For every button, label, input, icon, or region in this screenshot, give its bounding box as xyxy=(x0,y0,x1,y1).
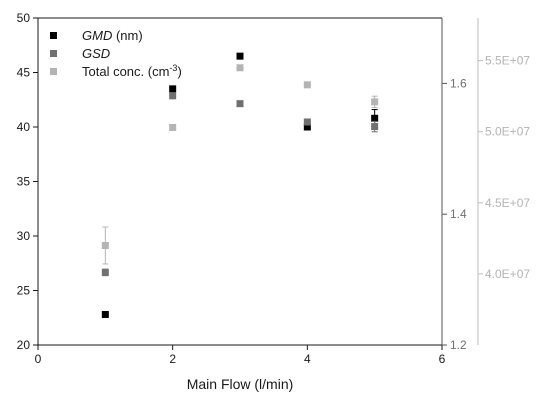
data-point-series-1 xyxy=(371,114,379,122)
y-left-tick-label: 35 xyxy=(17,175,31,189)
legend-label: GSD xyxy=(82,46,110,61)
data-point-series-2 xyxy=(101,268,109,276)
y-gsd-tick-label: 1.6 xyxy=(450,76,467,90)
x-tick-label: 4 xyxy=(304,352,311,366)
data-point-series-1 xyxy=(101,310,109,318)
data-point-series-3 xyxy=(169,123,177,131)
legend-label: GMD (nm) xyxy=(82,28,143,43)
data-point-series-2 xyxy=(303,118,311,126)
x-axis-title: Main Flow (l/min) xyxy=(187,376,294,392)
y-conc-tick-label: 4.5E+07 xyxy=(485,196,530,210)
legend-marker xyxy=(50,68,57,75)
data-point-series-2 xyxy=(371,123,379,131)
data-point-series-1 xyxy=(236,52,244,60)
x-tick-label: 0 xyxy=(35,352,42,366)
data-point-series-1 xyxy=(169,85,177,93)
x-tick-label: 6 xyxy=(439,352,446,366)
legend-marker xyxy=(50,50,57,57)
data-point-series-3 xyxy=(101,241,109,249)
y-gsd-tick-label: 1.4 xyxy=(450,207,467,221)
y-left-tick-label: 20 xyxy=(17,338,31,352)
y-left-tick-label: 30 xyxy=(17,229,31,243)
y-left-tick-label: 25 xyxy=(17,284,31,298)
y-conc-tick-label: 5.0E+07 xyxy=(485,125,530,139)
legend-label: Total conc. (cm-3) xyxy=(82,63,182,79)
data-point-series-3 xyxy=(303,81,311,89)
y-conc-tick-label: 4.0E+07 xyxy=(485,267,530,281)
plot-area: 0 2 4 6 20 25 30 35 40 45 50 1.2 1.4 1.6 4.0E+07 4.5E+0… xyxy=(17,11,531,366)
data-point-series-2 xyxy=(169,92,177,100)
legend: GMD (nm) GSD Total conc. (cm-3) xyxy=(50,28,182,79)
data-point-series-1 xyxy=(303,123,311,131)
y-left-tick-label: 40 xyxy=(17,120,31,134)
data-point-series-2 xyxy=(236,100,244,108)
y-left-tick-label: 50 xyxy=(17,11,31,25)
y-gsd-tick-label: 1.2 xyxy=(450,338,467,352)
y-conc-tick-label: 5.5E+07 xyxy=(485,54,530,68)
y-left-tick-label: 45 xyxy=(17,66,31,80)
x-tick-label: 2 xyxy=(169,352,176,366)
legend-marker xyxy=(50,32,57,39)
data-point-series-3 xyxy=(236,64,244,72)
data-marks xyxy=(101,52,379,318)
data-point-series-3 xyxy=(371,98,379,106)
